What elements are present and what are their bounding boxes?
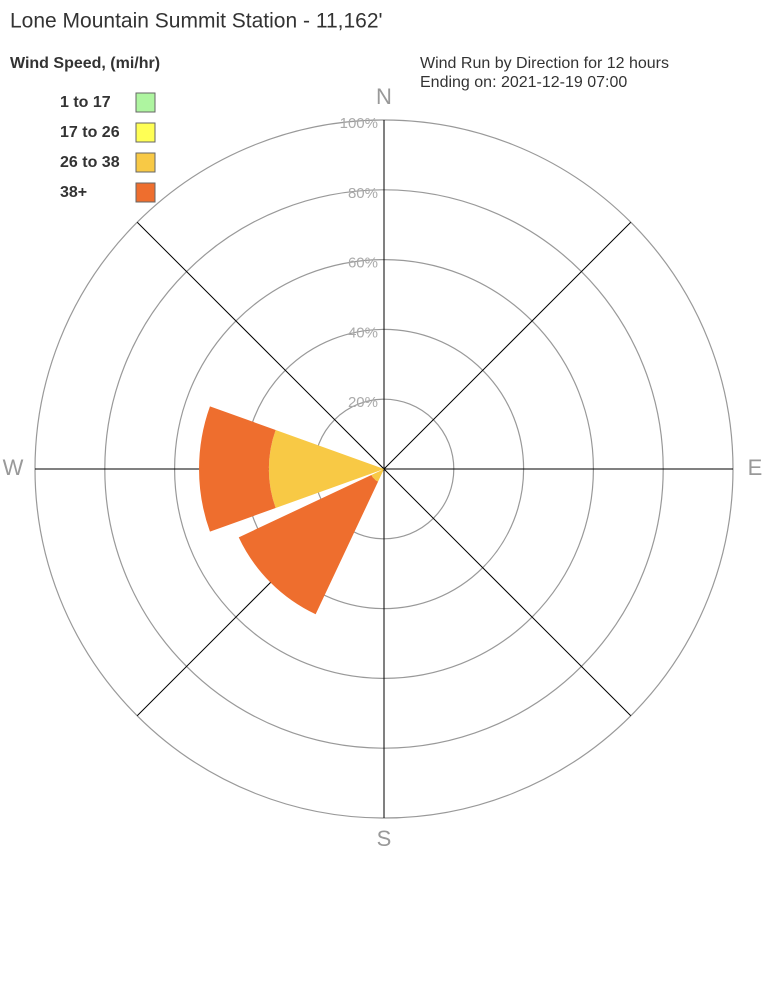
spoke [136,221,385,470]
direction-label: W [3,455,24,480]
wedge-segment [371,469,384,482]
legend-label: 17 to 26 [60,124,120,141]
wedge-segment [199,406,276,532]
r-tick-label: 40% [348,324,378,341]
legend-label: 1 to 17 [60,94,111,111]
direction-label: E [748,455,763,480]
legend-swatch [135,152,156,173]
legend-swatch [135,122,156,143]
wedge-segment [238,474,379,615]
legend-title: Wind Speed, (mi/hr) [10,55,160,72]
chart-title: Lone Mountain Summit Station - 11,162' [10,10,383,33]
spoke [383,221,632,470]
wedge-segment [268,429,384,509]
r-tick-label: 60% [348,255,378,272]
r-tick-label: 80% [348,185,378,202]
legend-swatch [135,182,156,203]
subtitle: Wind Run by Direction for 12 hours [420,55,669,72]
direction-label: N [376,84,392,109]
spoke [383,468,632,717]
legend-swatch [135,92,156,113]
legend-label: 38+ [60,184,87,201]
subtitle: Ending on: 2021-12-19 07:00 [420,74,627,91]
r-tick-label: 20% [348,394,378,411]
direction-label: S [377,826,392,851]
r-tick-label: 100% [340,115,378,132]
legend-label: 26 to 38 [60,154,120,171]
